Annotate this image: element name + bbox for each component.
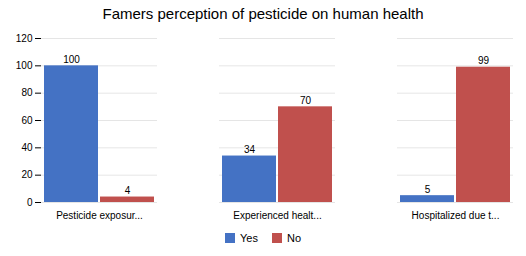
html-text:No: No <box>286 232 301 244</box>
svg-text:Pesticide exposur...: Pesticide exposur... <box>56 210 143 221</box>
html-text:Famers perception of pesticide: Famers perception of pesticide on human … <box>102 5 424 22</box>
svg-text:Experienced healt...: Experienced healt... <box>233 210 321 221</box>
svg-text:0: 0 <box>27 197 33 208</box>
svg-text:100: 100 <box>16 60 33 71</box>
svg-text:34: 34 <box>244 144 256 155</box>
svg-text:120: 120 <box>16 33 33 44</box>
svg-text:80: 80 <box>21 87 33 98</box>
html-text:Yes: Yes <box>240 232 258 244</box>
svg-text:70: 70 <box>300 95 312 106</box>
svg-text:40: 40 <box>21 142 33 153</box>
svg-text:20: 20 <box>21 169 33 180</box>
svg-text:100: 100 <box>63 54 80 65</box>
svg-text:Hospitalized due t...: Hospitalized due t... <box>412 210 500 221</box>
svg-text:99: 99 <box>478 55 490 66</box>
svg-text:60: 60 <box>21 115 33 126</box>
svg-text:4: 4 <box>125 185 131 196</box>
svg-text:5: 5 <box>425 184 431 195</box>
